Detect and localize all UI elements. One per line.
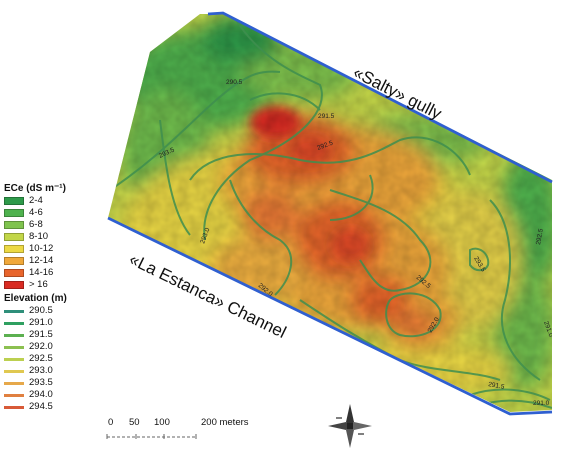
elevation-class-label: 293.0: [29, 365, 53, 376]
ece-legend-item: 6-8: [4, 219, 114, 231]
elevation-legend-item: 292.0: [4, 341, 114, 353]
contour-line-swatch: [4, 343, 24, 351]
scale-tick-label: 200 meters: [201, 417, 249, 428]
contour-line-swatch: [4, 379, 24, 387]
map-legend: ECe (dS m⁻¹) 2-4 4-6 6-8 8-10 10-12 12-14 14-1…: [4, 183, 114, 413]
ece-class-label: 4-6: [29, 207, 43, 218]
ece-legend-item: > 16: [4, 279, 114, 291]
elevation-legend-item: 291.0: [4, 317, 114, 329]
elevation-legend-item: 290.5: [4, 305, 114, 317]
elevation-class-label: 294.5: [29, 401, 53, 412]
ece-legend-item: 10-12: [4, 243, 114, 255]
elevation-legend-item: 293.5: [4, 377, 114, 389]
contour-line-swatch: [4, 403, 24, 411]
elevation-class-label: 291.5: [29, 329, 53, 340]
ece-legend-item: 12-14: [4, 255, 114, 267]
elevation-legend-item: 294.5: [4, 401, 114, 413]
ece-legend-item: 14-16: [4, 267, 114, 279]
elevation-legend-item: 293.0: [4, 365, 114, 377]
elevation-class-label: 291.0: [29, 317, 53, 328]
ece-class-label: 2-4: [29, 195, 43, 206]
elevation-class-label: 292.0: [29, 341, 53, 352]
ece-color-swatch: [4, 257, 24, 265]
elevation-class-label: 290.5: [29, 305, 53, 316]
ece-class-label: 14-16: [29, 267, 54, 278]
ece-class-label: 10-12: [29, 243, 54, 254]
contour-line-swatch: [4, 367, 24, 375]
elevation-legend-item: 292.5: [4, 353, 114, 365]
contour-label: 292.5: [535, 228, 545, 246]
ece-color-swatch: [4, 233, 24, 241]
contour-lines: [109, 17, 552, 409]
ece-class-label: 8-10: [29, 231, 49, 242]
contour-label: 290.5: [226, 79, 243, 86]
ece-color-swatch: [4, 197, 24, 205]
ece-class-label: 12-14: [29, 255, 54, 266]
ece-color-swatch: [4, 245, 24, 253]
ece-legend-item: 8-10: [4, 231, 114, 243]
contour-label: 291.0: [533, 400, 550, 407]
elevation-class-label: 294.0: [29, 389, 53, 400]
ece-color-swatch: [4, 281, 24, 289]
ece-color-swatch: [4, 209, 24, 217]
scale-tick-label: 50: [129, 417, 140, 428]
contour-line-swatch: [4, 331, 24, 339]
ece-legend-item: 2-4: [4, 195, 114, 207]
contour-line-swatch: [4, 391, 24, 399]
elevation-legend: 290.5 291.0 291.5 292.0 292.5 293.0 293.5 294.0…: [4, 305, 114, 413]
ece-legend-title: ECe (dS m⁻¹): [4, 183, 66, 194]
ece-color-swatch: [4, 269, 24, 277]
contour-label: 291.0: [542, 320, 554, 338]
elevation-legend-item: 294.0: [4, 389, 114, 401]
elevation-class-label: 292.5: [29, 353, 53, 364]
field-area: 290.5 291.5 292.5 293.5 293.0 292.0 291.…: [108, 14, 554, 412]
ece-class-label: > 16: [29, 279, 48, 290]
contour-label: 291.5: [318, 113, 335, 120]
elevation-class-label: 293.5: [29, 377, 53, 388]
ece-color-swatch: [4, 221, 24, 229]
elevation-legend-item: 291.5: [4, 329, 114, 341]
scale-bar: [106, 434, 197, 439]
scale-tick-label: 100: [154, 417, 170, 428]
ece-class-label: 6-8: [29, 219, 43, 230]
contour-line-swatch: [4, 355, 24, 363]
ece-legend-item: 4-6: [4, 207, 114, 219]
contour-label: 291.5: [488, 381, 506, 391]
contour-line-swatch: [4, 319, 24, 327]
compass-icon: [328, 404, 372, 448]
ece-legend: 2-4 4-6 6-8 8-10 10-12 12-14 14-16 > 16: [4, 195, 114, 291]
contour-line-swatch: [4, 307, 24, 315]
salty-gully-boundary: [207, 11, 553, 184]
channel-boundary: [107, 216, 553, 416]
elevation-legend-title: Elevation (m): [4, 293, 67, 304]
scale-tick-label: 0: [108, 417, 114, 428]
